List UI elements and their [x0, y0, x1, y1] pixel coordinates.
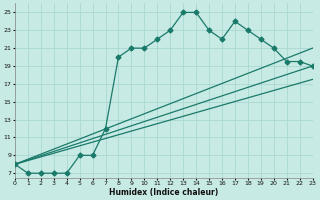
X-axis label: Humidex (Indice chaleur): Humidex (Indice chaleur)	[109, 188, 218, 197]
